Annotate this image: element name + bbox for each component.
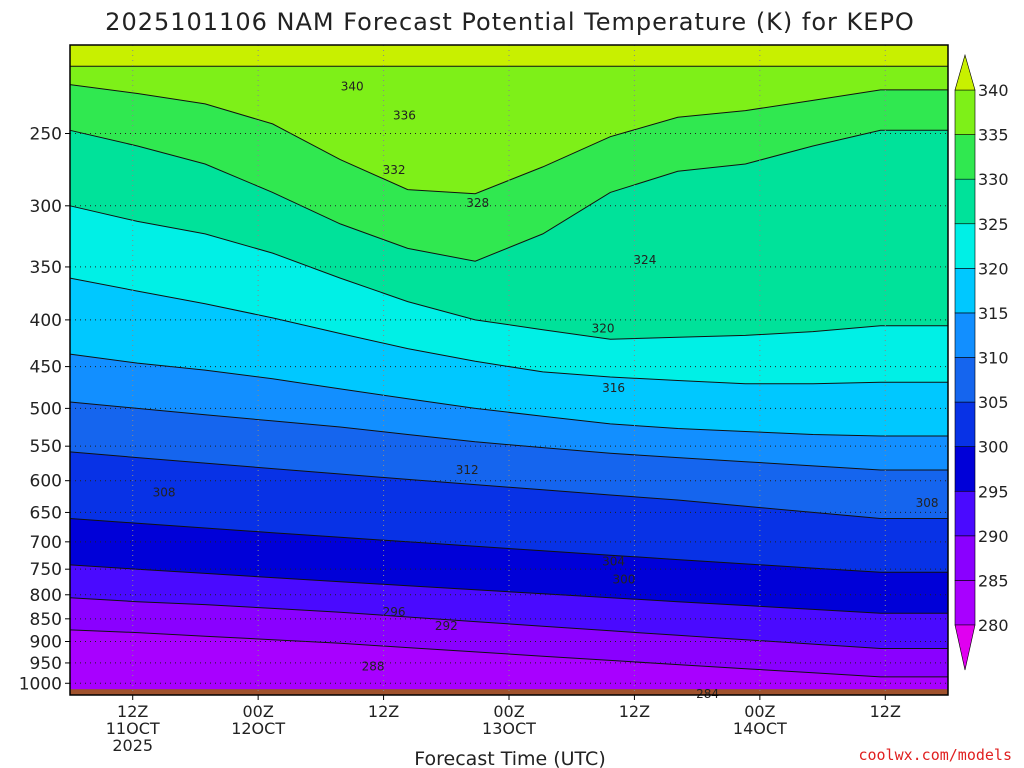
colorbar-segment <box>954 490 976 537</box>
contour-line-285 <box>69 629 948 678</box>
x-tick-label-3-0: 00Z <box>493 702 524 721</box>
x-tick-label-5-0: 00Z <box>744 702 775 721</box>
colorbar-label: 330 <box>978 170 1009 189</box>
colorbar-segment <box>954 357 976 403</box>
colorbar-segment <box>954 535 976 581</box>
y-tick-label-400: 400 <box>30 311 62 331</box>
colorbar-label: 310 <box>978 349 1009 368</box>
y-tick-label-300: 300 <box>30 197 62 217</box>
y-tick-label-800: 800 <box>30 586 62 606</box>
y-tick-label-900: 900 <box>30 632 62 652</box>
x-tick-label-3-1: 13OCT <box>482 719 536 738</box>
contour-label: 292 <box>435 619 458 633</box>
x-tick-label-0-0: 12Z <box>117 702 148 721</box>
contour-label: 288 <box>362 659 385 673</box>
colorbar-segment <box>954 312 976 358</box>
x-axis-label: Forecast Time (UTC) <box>414 748 605 768</box>
colorbar-segment <box>954 268 976 314</box>
contour-label: 308 <box>916 496 939 510</box>
y-tick-label-600: 600 <box>30 472 62 492</box>
contour-label: 332 <box>383 163 406 177</box>
y-tick-label-350: 350 <box>30 258 62 278</box>
contour-label: 308 <box>153 485 176 499</box>
colorbar-segment <box>954 580 976 626</box>
colorbar-label: 325 <box>978 215 1009 234</box>
contour-line-290 <box>69 597 948 649</box>
colorbar-label: 280 <box>978 616 1009 635</box>
y-tick-label-500: 500 <box>30 399 62 419</box>
colorbar-label: 285 <box>978 571 1009 590</box>
contour-line-295 <box>69 564 948 614</box>
colorbar-label: 300 <box>978 438 1009 457</box>
contour-line-310 <box>69 401 948 471</box>
colorbar-segment <box>954 134 976 180</box>
colorbar-label: 290 <box>978 527 1009 546</box>
y-tick-label-1000: 1000 <box>19 674 62 694</box>
contour-labels: 3403363323283363323243283283203243163203… <box>153 79 939 701</box>
x-tick-label-1-0: 00Z <box>242 702 273 721</box>
contour-label: 304 <box>602 555 625 569</box>
contour-label: 300 <box>613 573 636 587</box>
colorbar-top-arrow <box>954 53 976 91</box>
x-tick-label-1-1: 12OCT <box>231 719 285 738</box>
chart-title: 2025101106 NAM Forecast Potential Temper… <box>105 8 915 36</box>
contour-label: 328 <box>466 196 489 210</box>
contour-label: 336 <box>393 109 416 123</box>
credit-text: coolwx.com/models <box>858 746 1012 764</box>
y-axis: 2503003504004505005506006507007508008509… <box>19 124 70 694</box>
colorbar-segment <box>954 401 976 447</box>
colorbar-bottom-arrow <box>954 624 976 671</box>
x-tick-label-6-0: 12Z <box>870 702 901 721</box>
colorbar-segment <box>954 89 976 135</box>
x-tick-label-2-0: 12Z <box>368 702 399 721</box>
contour-label: 316 <box>602 381 625 395</box>
x-tick-label-0-2: 2025 <box>112 736 153 755</box>
colorbar-label: 305 <box>978 393 1009 412</box>
colorbar: 280 285 290 295 300 305 310 315 320 325 330 335 340 <box>954 53 1009 671</box>
terrain-band <box>70 689 948 695</box>
contour-line-315 <box>69 353 948 437</box>
x-tick-label-0-1: 11OCT <box>106 719 160 738</box>
y-tick-label-550: 550 <box>30 437 62 457</box>
y-tick-label-450: 450 <box>30 358 62 378</box>
colorbar-label: 335 <box>978 126 1009 145</box>
contour-label: 324 <box>633 253 656 267</box>
x-tick-label-5-1: 14OCT <box>733 719 787 738</box>
y-tick-label-750: 750 <box>30 560 62 580</box>
colorbar-segment <box>954 223 976 269</box>
colorbar-label: 295 <box>978 482 1009 501</box>
y-tick-label-850: 850 <box>30 610 62 630</box>
contour-label: 312 <box>456 463 479 477</box>
x-tick-label-4-0: 12Z <box>619 702 650 721</box>
contour-line-300 <box>69 518 948 573</box>
y-tick-label-950: 950 <box>30 654 62 674</box>
theta-layer-285 <box>70 629 948 695</box>
colorbar-label: 320 <box>978 259 1009 278</box>
contour-line-320 <box>69 277 948 385</box>
y-tick-label-250: 250 <box>30 124 62 144</box>
contour-line-325 <box>69 205 948 340</box>
contour-line-330 <box>69 129 948 262</box>
plot-area <box>69 45 948 696</box>
y-tick-label-650: 650 <box>30 503 62 523</box>
contour-label: 296 <box>383 605 406 619</box>
colorbar-label: 340 <box>978 81 1009 100</box>
colorbar-segment <box>954 446 976 492</box>
contour-line-305 <box>69 451 948 519</box>
colorbar-segment <box>954 178 976 225</box>
grid-lines <box>70 45 948 695</box>
colorbar-label: 315 <box>978 304 1009 323</box>
y-tick-label-700: 700 <box>30 533 62 553</box>
contour-label: 340 <box>341 79 364 93</box>
contour-label: 284 <box>696 687 719 701</box>
contour-label: 320 <box>592 322 615 336</box>
